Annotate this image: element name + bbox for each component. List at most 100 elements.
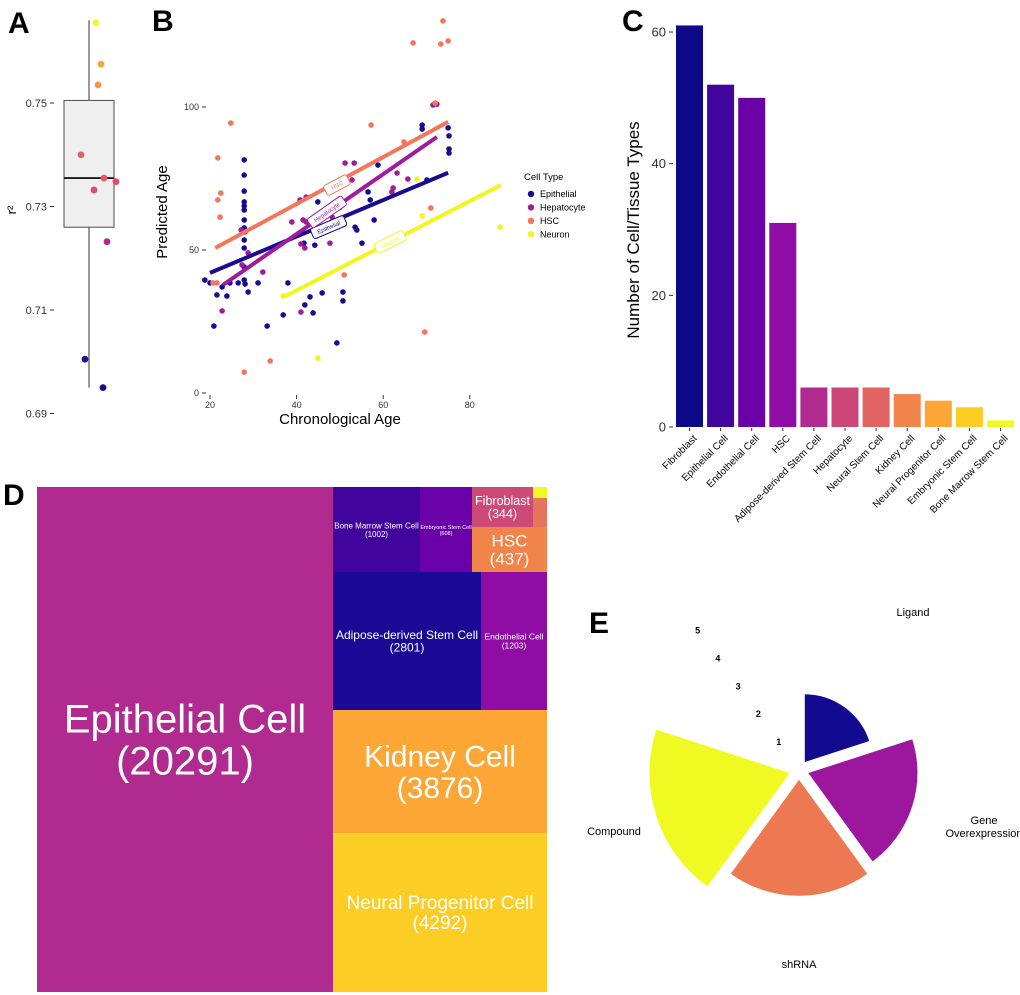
d-cell-hsc — [472, 527, 547, 572]
b-y-axis-title: Predicted Age — [154, 165, 171, 258]
b-point-epithelial — [334, 340, 340, 346]
b-legend-label-neuron: Neuron — [540, 229, 570, 239]
b-point-epithelial — [241, 217, 248, 223]
b-point-epithelial — [241, 172, 248, 178]
b-point-epithelial — [310, 310, 316, 316]
b-point-hepatocyte — [351, 160, 357, 166]
b-point-hepatocyte — [260, 269, 266, 275]
b-point-hsc — [440, 18, 446, 24]
c-ytick-label: 60 — [652, 25, 666, 40]
b-point-neuron — [497, 224, 503, 230]
b-point-hepatocyte — [298, 309, 304, 315]
d-cell-count: (3876) — [397, 772, 484, 805]
b-xtick-label: 80 — [465, 400, 475, 410]
d-cell-embryonic-stem-cell — [420, 487, 472, 573]
b-ytick-label: 100 — [184, 102, 199, 112]
b-line-label-box — [310, 215, 348, 239]
d-cell-count: (2801) — [390, 641, 425, 655]
a-ytick-label: 0.71 — [26, 305, 47, 317]
c-bar-9 — [924, 400, 952, 427]
b-point-epithelial — [285, 280, 291, 286]
b-point-hepatocyte — [327, 240, 333, 246]
panel-d-letter: D — [3, 479, 25, 512]
a-box — [63, 99, 115, 228]
b-point-hsc — [368, 122, 374, 128]
c-bar-7 — [862, 387, 890, 427]
c-xtick-label: Neural Stem Cell — [825, 433, 886, 494]
c-xtick-label-group: HSC — [770, 433, 793, 456]
b-point-hepatocyte — [302, 245, 308, 251]
b-point-hsc — [437, 41, 444, 47]
b-legend-label-hepatocyte: Hepatocyte — [540, 203, 586, 213]
a-data-point — [92, 19, 100, 27]
d-cell-count: (1002) — [365, 530, 388, 539]
b-point-epithelial — [241, 277, 248, 283]
c-bar-6 — [831, 387, 859, 427]
b-point-epithelial — [365, 189, 371, 195]
b-point-neuron — [414, 176, 420, 182]
b-point-hepatocyte — [349, 177, 355, 183]
d-cell-adipose-derived-stem-cell — [333, 572, 481, 710]
panel-a-boxplot: 0.75 0.73 0.71 0.69 r² — [4, 19, 120, 421]
b-line-label-text: HSC — [330, 180, 345, 192]
a-ytick-label: 0.73 — [26, 202, 47, 214]
b-point-epithelial — [446, 150, 452, 156]
b-point-epithelial — [419, 126, 425, 132]
e-radial-tick-label: 3 — [736, 681, 741, 691]
b-line-label-hsc: HSC — [323, 174, 351, 196]
a-data-point — [94, 81, 102, 89]
panel-c-letter: C — [622, 5, 644, 38]
c-xtick-label-group: Neural Stem Cell — [825, 433, 886, 494]
b-point-epithelial — [211, 323, 217, 329]
b-point-hepatocyte — [390, 185, 396, 191]
b-point-epithelial — [202, 277, 208, 283]
b-point-epithelial — [359, 240, 365, 246]
c-bar-5 — [800, 387, 828, 427]
b-point-epithelial — [446, 133, 452, 139]
d-cell-small-cell — [533, 487, 547, 498]
b-point-epithelial — [367, 197, 374, 203]
b-point-epithelial — [241, 237, 248, 243]
e-radial-tick-label: 4 — [715, 653, 720, 663]
e-slice-shrna — [729, 778, 869, 897]
b-point-epithelial — [241, 207, 248, 213]
b-x-axis-title: Chronological Age — [279, 411, 401, 428]
e-slice-compound — [648, 728, 792, 888]
b-point-hsc — [227, 120, 234, 126]
panel-a-letter: A — [8, 7, 30, 40]
d-cell-label: Bone Marrow Stem Cell — [334, 522, 419, 531]
panel-b-scatter: 0 50 100 20 40 60 80 Chronological Age Predicted… — [154, 18, 586, 428]
b-point-epithelial — [264, 323, 270, 329]
b-point-epithelial — [371, 217, 377, 223]
d-cell-count: (608) — [440, 531, 453, 537]
d-cell-label: Neural Progenitor Cell — [347, 893, 534, 914]
a-data-point — [99, 384, 107, 392]
b-point-hepatocyte — [219, 308, 225, 314]
b-point-epithelial — [245, 289, 251, 295]
a-ytick-label: 0.75 — [26, 98, 47, 110]
panel-d: D Epithelial Cell(20291) Bone Marrow Stem… — [3, 479, 547, 992]
e-slice-label-gene-overexpression: Overexpression — [945, 828, 1020, 840]
a-data-point — [100, 174, 108, 182]
b-point-hsc — [214, 197, 221, 203]
b-point-hsc — [217, 214, 223, 220]
a-data-point — [103, 238, 111, 246]
b-point-epithelial — [224, 293, 230, 299]
b-point-hsc — [210, 280, 216, 286]
b-legend-title: Cell Type — [524, 172, 563, 183]
panel-d-treemap: Epithelial Cell(20291) Bone Marrow Stem C… — [37, 487, 547, 992]
c-y-axis-title: Number of Cell/Tissue Types — [624, 121, 643, 338]
b-point-hepatocyte — [405, 176, 411, 182]
b-point-neuron — [419, 213, 425, 219]
a-data-point — [90, 186, 98, 194]
b-point-epithelial — [255, 280, 261, 286]
d-cell-label: Kidney Cell — [364, 740, 516, 773]
b-legend-swatch-epithelial — [527, 190, 535, 198]
a-data-point — [97, 60, 105, 68]
b-point-epithelial — [445, 125, 451, 131]
b-point-epithelial — [280, 312, 286, 318]
c-bar-1 — [676, 25, 703, 427]
d-cell-count: (1203) — [502, 640, 527, 650]
